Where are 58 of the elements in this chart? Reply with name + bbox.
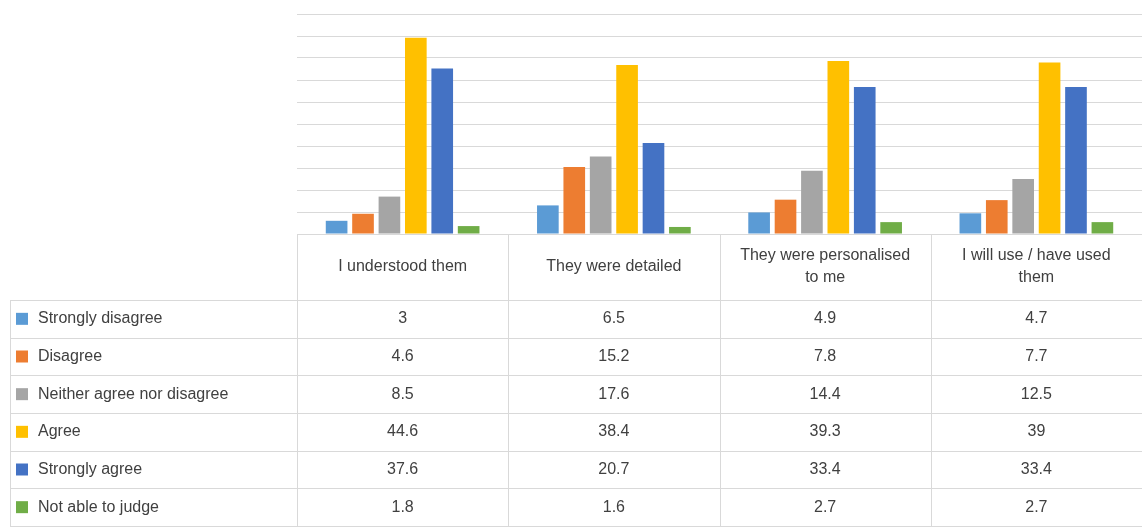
bar [801, 170, 823, 234]
data-label: 7.7 [1025, 346, 1048, 364]
bar [616, 65, 638, 234]
x-tick-label: They were personalised to me [740, 246, 911, 286]
x-tick-label: I understood them [338, 257, 468, 275]
x-tick-label: I will use / have used them [962, 246, 1111, 286]
data-label: 2.7 [814, 497, 837, 515]
bar [325, 220, 348, 234]
bar [774, 199, 797, 234]
bar [431, 68, 454, 234]
legend-label: Not able to judge [38, 497, 160, 515]
legend-label: Neither agree nor disagree [38, 384, 229, 402]
data-label: 20.7 [598, 459, 630, 477]
bar [1012, 179, 1034, 234]
bar [959, 213, 982, 234]
bar [880, 222, 902, 234]
bar [378, 196, 401, 234]
data-label: 39.3 [809, 422, 841, 440]
bar [827, 61, 850, 234]
bar [457, 226, 480, 234]
data-label: 12.5 [1020, 384, 1053, 402]
data-label: 17.6 [598, 384, 630, 402]
data-label: 1.6 [602, 497, 626, 515]
data-label: 15.2 [598, 346, 630, 364]
data-label: 37.6 [387, 459, 419, 477]
bar [537, 205, 559, 234]
bar [1091, 222, 1114, 234]
data-label: 2.7 [1025, 497, 1048, 515]
bar [405, 37, 427, 234]
legend-label: Agree [38, 422, 81, 440]
bar [352, 213, 374, 234]
bar [642, 142, 665, 234]
bar [985, 200, 1008, 234]
data-label: 44.6 [387, 422, 419, 440]
data-label: 1.8 [391, 497, 414, 515]
data-label: 7.8 [814, 346, 837, 364]
data-label: 14.4 [809, 384, 841, 402]
bar [1038, 62, 1061, 234]
data-label: 39 [1027, 422, 1046, 440]
legend-label: Disagree [38, 346, 103, 364]
bar [589, 156, 612, 234]
legend-label: Strongly agree [38, 459, 143, 477]
data-label: 6.5 [602, 309, 626, 327]
x-tick-label: They were detailed [546, 257, 682, 275]
data-label: 3 [398, 309, 408, 327]
data-label: 4.9 [814, 309, 837, 327]
bar [1065, 87, 1087, 234]
bar [853, 87, 876, 234]
data-label: 8.5 [391, 384, 414, 402]
data-label: 33.4 [809, 459, 841, 477]
data-label: 4.6 [391, 346, 414, 364]
legend-label: Strongly disagree [38, 309, 163, 327]
bar [748, 212, 770, 234]
bar [563, 167, 586, 234]
data-label: 4.7 [1025, 309, 1048, 327]
data-label: 33.4 [1020, 459, 1053, 477]
bar [669, 226, 691, 234]
data-label: 38.4 [598, 422, 630, 440]
